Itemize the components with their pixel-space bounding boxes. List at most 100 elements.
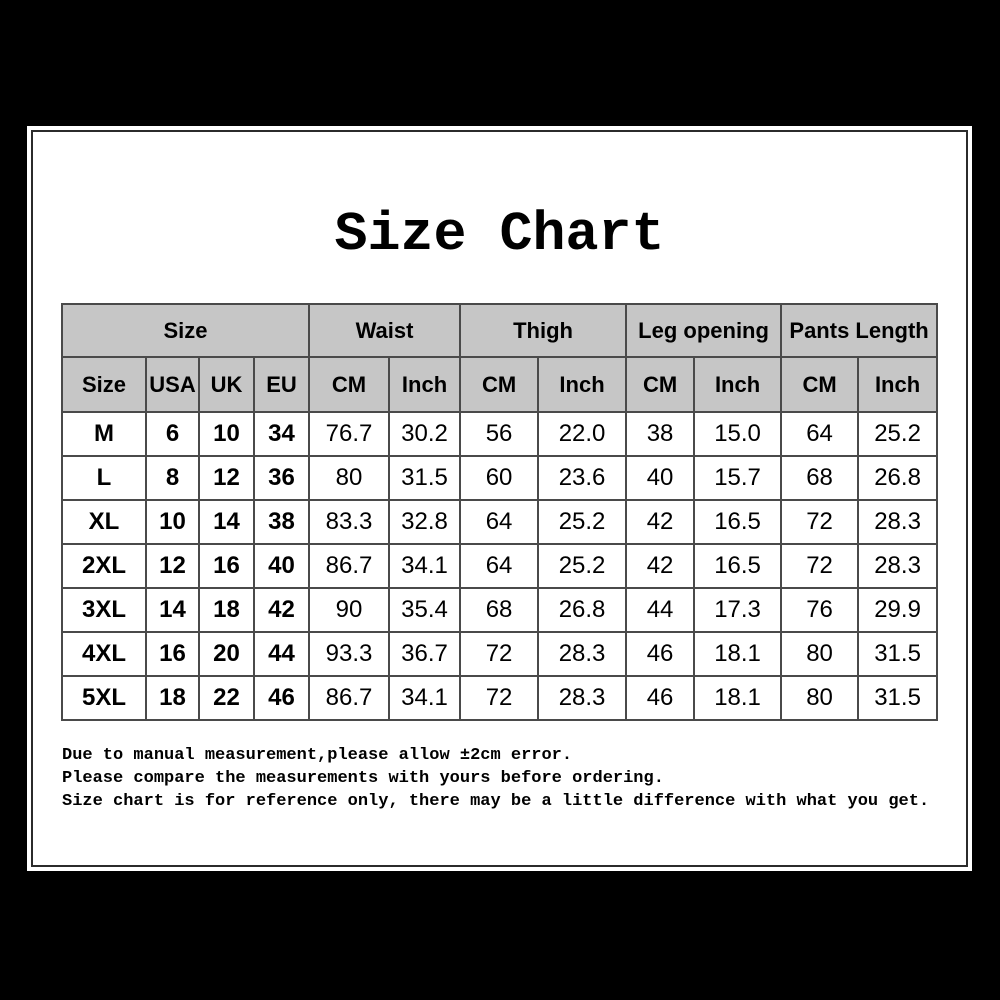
sub-header-usa-1: USA [145, 356, 200, 413]
table-cell: 34.1 [388, 675, 462, 721]
table-cell: 68 [780, 455, 860, 501]
table-cell: 3XL [61, 587, 147, 633]
table-cell: 44 [252, 631, 311, 677]
group-header-thigh: Thigh [459, 303, 628, 358]
group-header-pants-length: Pants Length [780, 303, 939, 358]
table-cell: 80 [780, 631, 860, 677]
table-cell: 38 [252, 499, 311, 545]
table-cell: 16.5 [693, 543, 783, 589]
sub-header-eu-3: EU [252, 356, 311, 413]
note-line-1: Due to manual measurement,please allow ±… [62, 746, 573, 765]
note-line-2: Please compare the measurements with you… [62, 769, 664, 788]
table-cell: 18.1 [693, 675, 783, 721]
table-cell: 72 [459, 631, 540, 677]
table-cell: 28.3 [537, 631, 628, 677]
note-line-3: Size chart is for reference only, there … [62, 792, 930, 811]
table-cell: 17.3 [693, 587, 783, 633]
table-cell: 25.2 [537, 543, 628, 589]
table-cell: 31.5 [857, 675, 939, 721]
table-cell: 86.7 [308, 675, 391, 721]
table-cell: 5XL [61, 675, 147, 721]
group-header-waist: Waist [308, 303, 462, 358]
table-cell: 14 [198, 499, 255, 545]
table-row: XL 10 14 38 83.3 32.8 64 25.2 42 16.5 72 28.3 [61, 499, 939, 545]
table-cell: 46 [625, 631, 696, 677]
table-cell: 2XL [61, 543, 147, 589]
table-cell: 76 [780, 587, 860, 633]
sub-header-cm-4: CM [308, 356, 391, 413]
table-cell: 28.3 [857, 543, 939, 589]
table-cell: 23.6 [537, 455, 628, 501]
table-cell: 16 [198, 543, 255, 589]
table-cell: 80 [308, 455, 391, 501]
table-cell: 22.0 [537, 411, 628, 457]
sub-header-cm-6: CM [459, 356, 540, 413]
table-cell: 36 [252, 455, 311, 501]
table-cell: 12 [145, 543, 200, 589]
table-row: 4XL 16 20 44 93.3 36.7 72 28.3 46 18.1 80 31.5 [61, 631, 939, 677]
table-cell: 15.0 [693, 411, 783, 457]
group-header-size: Size [60, 303, 311, 358]
table-cell: 25.2 [857, 411, 939, 457]
table-cell: 31.5 [857, 631, 939, 677]
table-cell: 38 [625, 411, 696, 457]
table-cell: 29.9 [857, 587, 939, 633]
table-cell: 42 [625, 543, 696, 589]
table-cell: 80 [780, 675, 860, 721]
table-cell: 26.8 [857, 455, 939, 501]
group-header-row: Size Waist Thigh Leg opening Pants Length [60, 303, 939, 358]
sub-header-uk-2: UK [198, 356, 255, 413]
table-cell: 86.7 [308, 543, 391, 589]
table-cell: L [61, 455, 147, 501]
white-mat: Size Chart Size Waist Thigh Leg opening Pant… [27, 126, 972, 871]
sub-header-row: Size USA UK EU CM Inch CM Inch CM Inch CM Inch [61, 356, 939, 413]
table-cell: 8 [145, 455, 200, 501]
table-cell: 90 [308, 587, 391, 633]
table-cell: 46 [252, 675, 311, 721]
table-cell: 18 [145, 675, 200, 721]
table-cell: 72 [780, 543, 860, 589]
table-cell: 30.2 [388, 411, 462, 457]
sub-header-inch-11: Inch [857, 356, 939, 413]
table-cell: 15.7 [693, 455, 783, 501]
size-chart-table: Size Waist Thigh Leg opening Pants Length Si… [60, 303, 939, 721]
table-cell: 16 [145, 631, 200, 677]
table-cell: 36.7 [388, 631, 462, 677]
table-cell: XL [61, 499, 147, 545]
table-cell: 26.8 [537, 587, 628, 633]
table-cell: 32.8 [388, 499, 462, 545]
table-cell: 10 [145, 499, 200, 545]
table-cell: 20 [198, 631, 255, 677]
table-cell: 72 [780, 499, 860, 545]
table-cell: 46 [625, 675, 696, 721]
table-cell: 68 [459, 587, 540, 633]
table-cell: 42 [625, 499, 696, 545]
table-cell: 22 [198, 675, 255, 721]
table-body: M 6 10 34 76.7 30.2 56 22.0 38 15.0 64 25.2 L 8 12 36 80… [61, 411, 939, 721]
table-cell: 12 [198, 455, 255, 501]
table-cell: 34.1 [388, 543, 462, 589]
sub-header-cm-10: CM [780, 356, 860, 413]
table-cell: 44 [625, 587, 696, 633]
table-cell: 18.1 [693, 631, 783, 677]
table-cell: 40 [625, 455, 696, 501]
table-cell: M [61, 411, 147, 457]
table-cell: 16.5 [693, 499, 783, 545]
page-title: Size Chart [334, 203, 665, 266]
table-cell: 4XL [61, 631, 147, 677]
table-cell: 14 [145, 587, 200, 633]
table-cell: 42 [252, 587, 311, 633]
group-header-leg-opening: Leg opening [625, 303, 783, 358]
table-cell: 28.3 [537, 675, 628, 721]
table-cell: 56 [459, 411, 540, 457]
table-cell: 40 [252, 543, 311, 589]
sub-header-cm-8: CM [625, 356, 696, 413]
table-row: 5XL 18 22 46 86.7 34.1 72 28.3 46 18.1 80 31.5 [61, 675, 939, 721]
sub-header-inch-7: Inch [537, 356, 628, 413]
table-cell: 25.2 [537, 499, 628, 545]
table-cell: 10 [198, 411, 255, 457]
table-cell: 31.5 [388, 455, 462, 501]
table-cell: 6 [145, 411, 200, 457]
table-row: L 8 12 36 80 31.5 60 23.6 40 15.7 68 26.8 [61, 455, 939, 501]
sub-header-inch-5: Inch [388, 356, 462, 413]
